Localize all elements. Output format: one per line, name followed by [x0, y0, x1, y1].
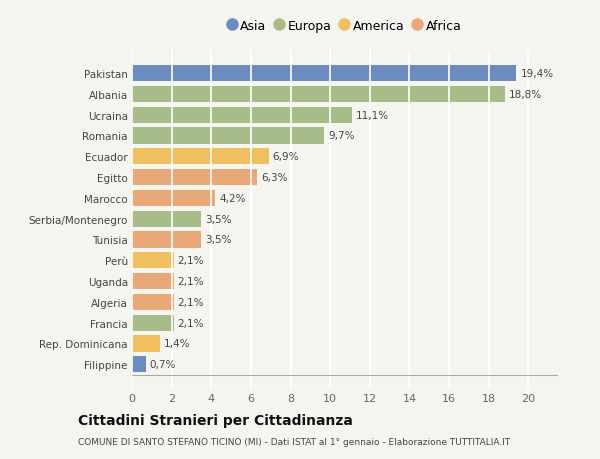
Bar: [132, 232, 202, 248]
Legend: Asia, Europa, America, Africa: Asia, Europa, America, Africa: [225, 16, 465, 37]
Bar: [132, 169, 257, 186]
Text: 3,5%: 3,5%: [205, 235, 232, 245]
Text: 2,1%: 2,1%: [178, 297, 204, 307]
Bar: [132, 273, 173, 290]
Bar: [132, 294, 173, 310]
Bar: [132, 211, 202, 227]
Bar: [132, 252, 173, 269]
Text: 2,1%: 2,1%: [178, 318, 204, 328]
Bar: [132, 315, 173, 331]
Bar: [132, 356, 146, 373]
Text: 1,4%: 1,4%: [164, 339, 190, 349]
Bar: [132, 190, 215, 207]
Text: 3,5%: 3,5%: [205, 214, 232, 224]
Text: 2,1%: 2,1%: [178, 276, 204, 286]
Bar: [132, 128, 324, 144]
Text: 6,9%: 6,9%: [272, 152, 299, 162]
Bar: [132, 149, 269, 165]
Text: 6,3%: 6,3%: [261, 173, 287, 183]
Bar: [132, 107, 352, 123]
Text: 2,1%: 2,1%: [178, 256, 204, 266]
Text: Cittadini Stranieri per Cittadinanza: Cittadini Stranieri per Cittadinanza: [78, 414, 353, 428]
Text: COMUNE DI SANTO STEFANO TICINO (MI) - Dati ISTAT al 1° gennaio - Elaborazione TU: COMUNE DI SANTO STEFANO TICINO (MI) - Da…: [78, 437, 510, 446]
Text: 11,1%: 11,1%: [356, 111, 389, 120]
Bar: [132, 336, 160, 352]
Text: 4,2%: 4,2%: [219, 193, 245, 203]
Text: 9,7%: 9,7%: [328, 131, 355, 141]
Text: 0,7%: 0,7%: [150, 359, 176, 369]
Bar: [132, 87, 505, 103]
Text: 18,8%: 18,8%: [508, 90, 542, 100]
Text: 19,4%: 19,4%: [520, 69, 553, 79]
Bar: [132, 66, 517, 82]
